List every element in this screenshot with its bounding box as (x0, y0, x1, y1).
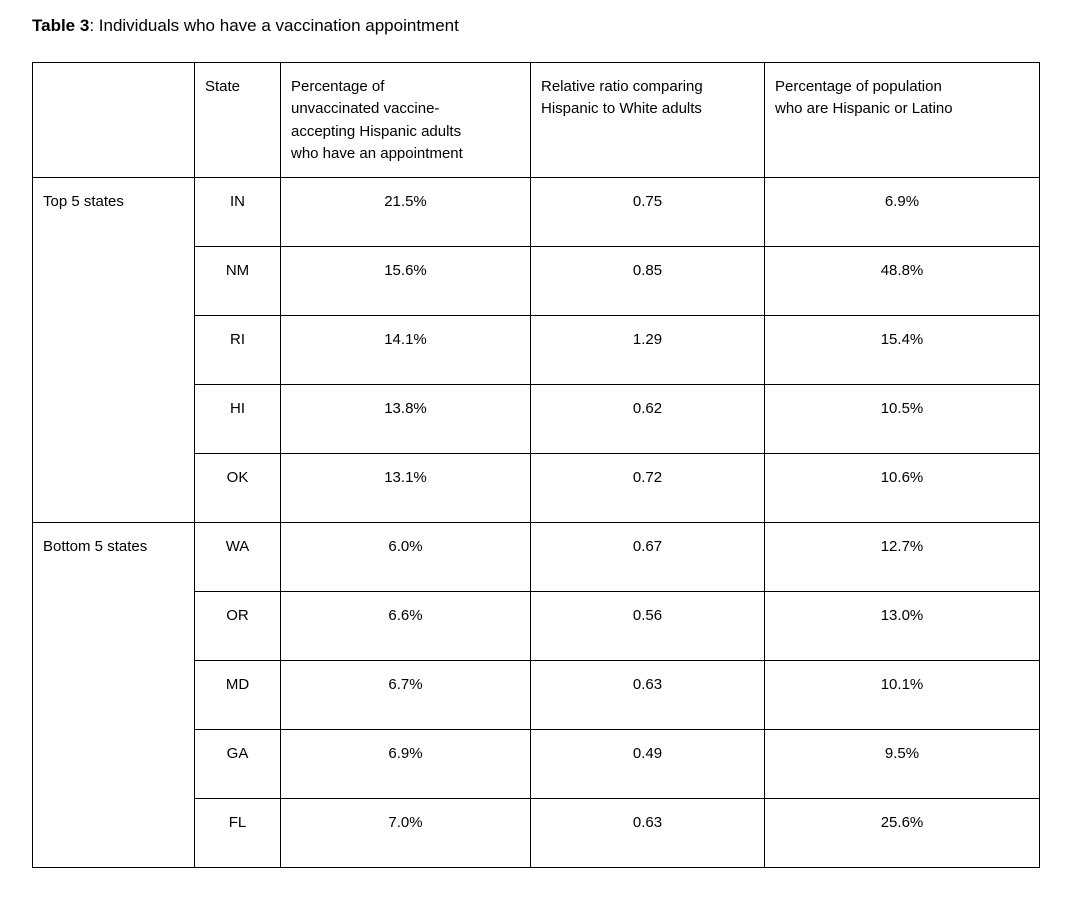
state-cell: FL (194, 797, 281, 868)
col-header-pct-appointment-text: Percentage of unvaccinated vaccine-accep… (291, 77, 463, 163)
col-header-pct-population: Percentage of population who are Hispani… (764, 61, 1040, 178)
pct-appointment-cell: 6.9% (280, 728, 531, 799)
state-cell: HI (194, 383, 281, 454)
state-cell: GA (194, 728, 281, 799)
col-header-pct-population-text: Percentage of population who are Hispani… (775, 77, 953, 118)
table-row-hi: HI 13.8% 0.62 10.5% (33, 383, 1040, 454)
table-row-wa: Bottom 5 states WA 6.0% 0.67 12.7% (32, 521, 1040, 868)
relative-ratio-cell: 0.49 (530, 728, 765, 799)
pct-population-cell: 12.7% (764, 521, 1040, 592)
pct-population-cell: 15.4% (764, 314, 1040, 385)
group-label-bottom-5-states: Bottom 5 states (32, 521, 195, 868)
pct-appointment-cell: 7.0% (280, 797, 531, 868)
relative-ratio-cell: 0.85 (530, 245, 765, 316)
pct-appointment-cell: 21.5% (280, 176, 531, 247)
pct-appointment-cell: 15.6% (280, 245, 531, 316)
table-row-ga: GA 6.9% 0.49 9.5% (33, 728, 1040, 799)
corner-cell (32, 61, 195, 178)
relative-ratio-cell: 0.63 (530, 797, 765, 868)
state-cell: IN (194, 176, 281, 247)
pct-population-cell: 48.8% (764, 245, 1040, 316)
state-cell: MD (194, 659, 281, 730)
pct-population-cell: 25.6% (764, 797, 1040, 868)
relative-ratio-cell: 1.29 (530, 314, 765, 385)
table-row-or: OR 6.6% 0.56 13.0% (33, 590, 1040, 661)
col-header-relative-ratio-text: Relative ratio comparing Hispanic to Whi… (541, 77, 703, 118)
pct-population-cell: 10.6% (764, 452, 1040, 523)
vaccination-appointment-table: State Percentage of unvaccinated vaccine… (32, 61, 1040, 868)
table-row-nm: NM 15.6% 0.85 48.8% (33, 245, 1040, 316)
group-label-top-5-states: Top 5 states (32, 176, 195, 523)
relative-ratio-cell: 0.75 (530, 176, 765, 247)
relative-ratio-cell: 0.67 (530, 521, 765, 592)
state-cell: WA (194, 521, 281, 592)
table-row-fl: FL 7.0% 0.63 25.6% (33, 797, 1040, 868)
table-row-in: Top 5 states IN 21.5% 0.75 6.9% (32, 176, 1040, 523)
pct-appointment-cell: 6.6% (280, 590, 531, 661)
table-caption-label: Table 3 (32, 16, 90, 35)
pct-population-cell: 9.5% (764, 728, 1040, 799)
table-caption-text: : Individuals who have a vaccination app… (89, 16, 459, 35)
header-row: State Percentage of unvaccinated vaccine… (32, 61, 1040, 178)
state-cell: NM (194, 245, 281, 316)
relative-ratio-cell: 0.63 (530, 659, 765, 730)
col-header-relative-ratio: Relative ratio comparing Hispanic to Whi… (530, 61, 765, 178)
pct-appointment-cell: 13.8% (280, 383, 531, 454)
state-cell: OK (194, 452, 281, 523)
pct-population-cell: 10.1% (764, 659, 1040, 730)
pct-population-cell: 10.5% (764, 383, 1040, 454)
pct-appointment-cell: 14.1% (280, 314, 531, 385)
table-row-ri: RI 14.1% 1.29 15.4% (33, 314, 1040, 385)
state-cell: RI (194, 314, 281, 385)
col-header-state: State (194, 61, 281, 178)
col-header-pct-appointment: Percentage of unvaccinated vaccine-accep… (280, 61, 531, 178)
table-row-ok: OK 13.1% 0.72 10.6% (33, 452, 1040, 523)
relative-ratio-cell: 0.62 (530, 383, 765, 454)
table-caption: Table 3: Individuals who have a vaccinat… (32, 15, 1040, 38)
relative-ratio-cell: 0.72 (530, 452, 765, 523)
pct-appointment-cell: 6.7% (280, 659, 531, 730)
state-cell: OR (194, 590, 281, 661)
relative-ratio-cell: 0.56 (530, 590, 765, 661)
pct-appointment-cell: 6.0% (280, 521, 531, 592)
pct-population-cell: 13.0% (764, 590, 1040, 661)
pct-population-cell: 6.9% (764, 176, 1040, 247)
table-row-md: MD 6.7% 0.63 10.1% (33, 659, 1040, 730)
pct-appointment-cell: 13.1% (280, 452, 531, 523)
